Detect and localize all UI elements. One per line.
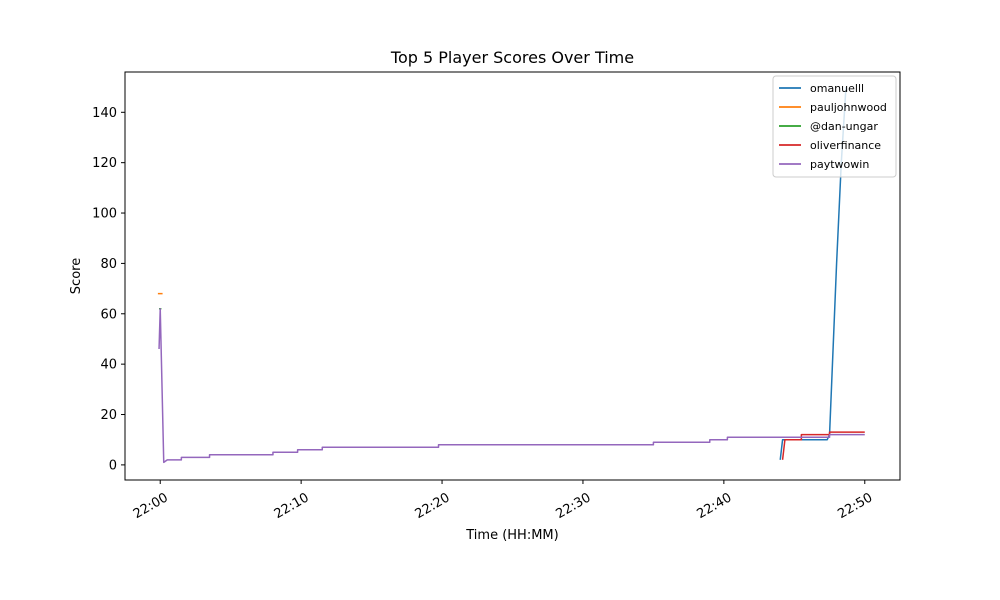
y-tick-label-1: 20 xyxy=(100,408,117,423)
legend: omanuelll pauljohnwood @dan-ungar oliverfin… xyxy=(772,75,897,178)
y-tick-label-6: 120 xyxy=(92,156,117,171)
series-line-3 xyxy=(781,431,865,460)
y-tick-label-4: 80 xyxy=(100,257,117,272)
legend-label-2: @dan-ungar xyxy=(810,120,878,133)
y-tick-label-7: 140 xyxy=(92,106,117,121)
legend-box xyxy=(772,75,897,178)
y-tick-label-3: 60 xyxy=(100,307,117,322)
series-line-4 xyxy=(158,307,865,464)
chart-title: Top 5 Player Scores Over Time xyxy=(390,48,634,67)
y-tick-label-2: 40 xyxy=(100,358,117,373)
y-tick-label-0: 0 xyxy=(109,458,117,473)
legend-label-1: pauljohnwood xyxy=(810,101,887,114)
legend-label-4: paytwowin xyxy=(810,158,869,171)
y-axis-label: Score xyxy=(69,258,84,294)
y-axis: 0 20 40 60 80 100 120 140 xyxy=(92,106,125,473)
legend-label-0: omanuelll xyxy=(810,82,864,95)
x-axis-label: Time (HH:MM) xyxy=(465,528,558,543)
y-tick-label-5: 100 xyxy=(92,207,117,222)
plot-area xyxy=(124,71,901,481)
legend-label-3: oliverfinance xyxy=(810,139,881,152)
